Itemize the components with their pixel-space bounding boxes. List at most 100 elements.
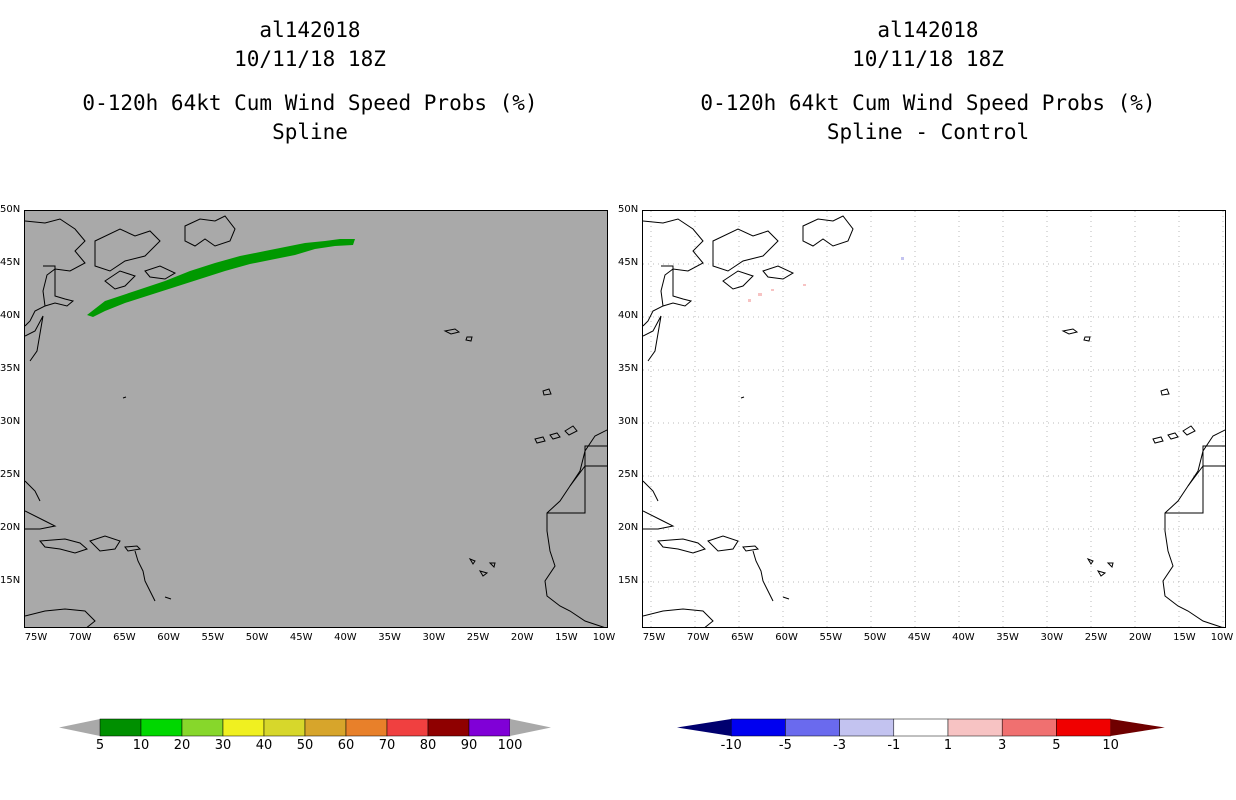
right-lon-label-75w: 75W: [642, 632, 666, 643]
left-cbar-label-10: 100: [497, 738, 523, 753]
left-lon-label-30w: 30W: [422, 632, 446, 643]
right-title-block: al142018 10/11/18 18Z 0-120h 64kt Cum Wi…: [618, 16, 1236, 147]
left-cbar-label-4: 40: [255, 738, 273, 753]
left-lat-label-25n: 25N: [0, 469, 21, 480]
left-cbar-cell-6: [304, 718, 347, 737]
right-grid: [643, 211, 1225, 627]
right-cbar-label-7: 10: [1102, 738, 1119, 753]
left-product: 0-120h 64kt Cum Wind Speed Probs (%): [82, 91, 538, 115]
right-colorbar: [677, 718, 1165, 737]
right-lat-label-20n: 20N: [618, 522, 639, 533]
right-lat-label-35n: 35N: [618, 363, 639, 374]
left-cbar-label-7: 70: [378, 738, 396, 753]
left-cbar-cell-8: [386, 718, 429, 737]
right-lat-label-40n: 40N: [618, 310, 639, 321]
right-lon-label-45w: 45W: [907, 632, 931, 643]
left-cbar-label-0: 5: [95, 738, 105, 753]
left-lon-label-20w: 20W: [510, 632, 534, 643]
right-lat-label-15n: 15N: [618, 575, 639, 586]
right-lon-label-20w: 20W: [1128, 632, 1152, 643]
colorbars-svg: [59, 718, 1165, 737]
right-lon-label-40w: 40W: [952, 632, 975, 643]
right-lon-label-55w: 55W: [819, 632, 843, 643]
left-cbar-cell-9: [427, 718, 470, 737]
right-cbar-cell-3: [839, 718, 895, 737]
right-cbar-label-6: 5: [1052, 738, 1061, 753]
right-lat-label-25n: 25N: [618, 469, 639, 480]
left-cbar-cell-4: [222, 718, 265, 737]
right-datetime: 10/11/18 18Z: [852, 47, 1004, 71]
left-lat-label-50n: 50N: [0, 204, 21, 215]
left-cbar-label-9: 90: [460, 738, 478, 753]
right-lon-label-50w: 50W: [863, 632, 887, 643]
right-cbar-label-2: -3: [833, 738, 847, 753]
left-lon-label-55w: 55W: [201, 632, 225, 643]
left-cbar-label-3: 30: [214, 738, 232, 753]
right-cbar-cell-1: [730, 718, 786, 737]
left-lon-label-10w: 10W: [592, 632, 616, 643]
left-lat-label-20n: 20N: [0, 522, 21, 533]
right-map-svg: [643, 211, 1225, 627]
right-map-panel: [642, 210, 1226, 628]
right-cbar-high-triangle: [1110, 719, 1165, 736]
right-cbar-low-triangle: [677, 719, 732, 736]
prob-swath: [87, 239, 355, 317]
left-colorbar: [59, 718, 551, 737]
right-lon-label-25w: 25W: [1084, 632, 1108, 643]
right-lon-label-70w: 70W: [686, 632, 710, 643]
left-lon-label-35w: 35W: [378, 632, 401, 643]
left-map-overlay: [25, 211, 607, 627]
left-lon-label-25w: 25W: [466, 632, 490, 643]
left-lat-label-35n: 35N: [0, 363, 21, 374]
right-coastlines: [643, 215, 1225, 627]
left-lon-label-15w: 15W: [555, 632, 578, 643]
right-lon-label-35w: 35W: [996, 632, 1019, 643]
left-lon-label-50w: 50W: [245, 632, 269, 643]
diff-specks: [748, 257, 904, 302]
right-cbar-cell-6: [1001, 718, 1057, 737]
right-lat-label-30n: 30N: [618, 416, 639, 427]
left-cbar-cell-5: [263, 718, 306, 737]
left-cbar-cell-2: [140, 718, 183, 737]
left-lon-label-65w: 65W: [113, 632, 136, 643]
left-lat-label-15n: 15N: [0, 575, 21, 586]
left-lat-label-40n: 40N: [0, 310, 21, 321]
right-lon-label-30w: 30W: [1040, 632, 1064, 643]
left-cbar-label-8: 80: [419, 738, 437, 753]
right-cbar-cell-7: [1056, 718, 1111, 737]
right-cbar-label-1: -5: [778, 738, 792, 753]
left-title-block: al142018 10/11/18 18Z 0-120h 64kt Cum Wi…: [0, 16, 620, 147]
right-cbar-cell-4: [893, 718, 949, 737]
left-cbar-label-2: 20: [173, 738, 191, 753]
right-lat-label-50n: 50N: [618, 204, 639, 215]
left-cbar-cell-3: [181, 718, 224, 737]
right-cbar-label-4: 1: [943, 738, 953, 753]
left-cbar-cell-1: [99, 718, 142, 737]
left-datetime: 10/11/18 18Z: [234, 47, 386, 71]
left-lon-label-75w: 75W: [24, 632, 48, 643]
left-lon-label-40w: 40W: [334, 632, 357, 643]
left-cbar-label-5: 50: [296, 738, 314, 753]
left-cbar-label-6: 60: [337, 738, 355, 753]
right-cbar-label-0: -10: [720, 738, 742, 753]
right-cbar-cell-5: [947, 718, 1003, 737]
left-coastlines: [25, 215, 607, 627]
left-lon-label-45w: 45W: [289, 632, 313, 643]
right-lon-label-60w: 60W: [775, 632, 798, 643]
left-map-svg: [25, 215, 607, 627]
left-subtitle: Spline: [272, 120, 348, 144]
right-lon-label-15w: 15W: [1173, 632, 1196, 643]
left-cbar-cell-10: [468, 718, 511, 737]
left-storm-id: al142018: [259, 18, 361, 42]
left-cbar-high-triangle: [510, 719, 551, 736]
left-lon-label-60w: 60W: [157, 632, 180, 643]
left-cbar-label-1: 10: [132, 738, 150, 753]
left-cbar-cell-7: [345, 718, 388, 737]
right-storm-id: al142018: [877, 18, 979, 42]
right-cbar-label-5: 3: [998, 738, 1007, 753]
right-subtitle: Spline - Control: [826, 120, 1030, 144]
left-cbar-low-triangle: [59, 719, 100, 736]
left-lat-label-45n: 45N: [0, 257, 21, 268]
right-product: 0-120h 64kt Cum Wind Speed Probs (%): [700, 91, 1156, 115]
right-lon-label-65w: 65W: [731, 632, 754, 643]
